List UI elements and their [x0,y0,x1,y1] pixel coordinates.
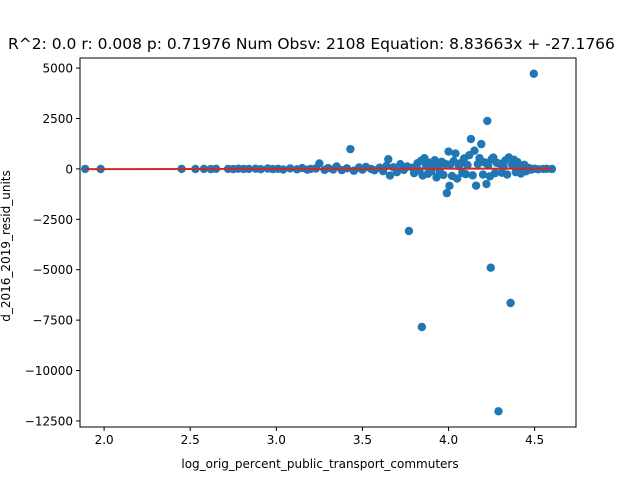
data-point [506,298,515,308]
y-tick-label: 5000 [42,62,73,76]
data-point [444,147,453,156]
y-tick-label: −10000 [25,364,73,378]
x-axis-ticks: 2.0 2.5 3.0 3.5 4.0 4.5 [95,427,544,447]
x-tick-label: 4.0 [439,433,458,447]
data-point [502,170,512,179]
data-point [384,155,393,164]
y-axis-label: d_2016_2019_resid_units [0,170,13,321]
y-tick-label: −12500 [25,414,73,428]
chart-title: R^2: 0.0 r: 0.008 p: 0.71976 Num Obsv: 2… [8,35,615,53]
plot-area [79,57,577,428]
data-point [417,322,427,332]
data-point [486,263,495,272]
data-point [470,146,479,155]
x-tick-label: 2.0 [95,433,114,447]
data-point [547,164,557,174]
data-point [471,181,481,190]
data-point [392,167,402,177]
data-point [477,139,486,149]
y-axis-ticks: −12500 −10000 −7500 −5000 −2500 0 2500 5000 [25,62,80,428]
data-point [430,156,439,165]
y-tick-label: −7500 [32,314,73,328]
data-point [483,116,492,126]
data-point [461,169,470,179]
y-tick-label: −2500 [32,213,73,227]
data-point [346,144,355,154]
data-point [452,174,462,183]
data-point [315,159,324,168]
data-point [442,188,452,198]
x-tick-label: 4.5 [525,433,544,447]
x-tick-label: 3.0 [267,433,286,447]
y-tick-label: 2500 [42,112,73,126]
y-tick-label: −5000 [32,263,73,277]
x-axis-label: log_orig_percent_public_transport_commut… [181,457,458,471]
data-point [529,69,539,78]
data-point [451,149,460,158]
data-point [494,407,503,416]
data-point [468,171,477,180]
data-point [445,181,454,191]
x-tick-label: 2.5 [181,433,200,447]
x-tick-label: 3.5 [353,433,372,447]
data-point [439,170,448,180]
data-point [449,157,458,166]
data-point [466,134,476,144]
data-point [463,160,472,170]
data-point [478,170,488,179]
data-point [482,179,491,189]
data-point [404,226,414,236]
y-tick-label: 0 [65,162,73,176]
data-point [385,171,395,180]
axes-frame [79,57,577,428]
data-point [490,168,500,178]
